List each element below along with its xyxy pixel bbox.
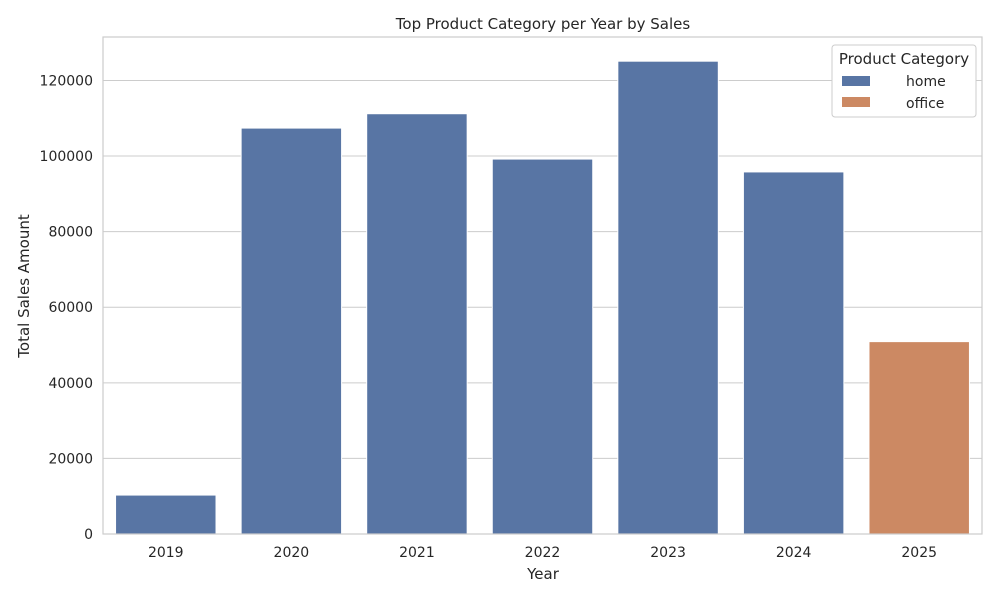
bar-2025	[868, 341, 970, 535]
x-tick-label: 2024	[776, 545, 812, 561]
y-tick-label: 20000	[48, 451, 93, 467]
bar-2024	[742, 171, 845, 535]
bar-2022	[491, 158, 594, 535]
legend-swatch-office	[842, 97, 870, 107]
plot-area	[102, 36, 983, 535]
y-tick-label: 100000	[40, 149, 93, 165]
y-axis-ticks: 0 20000 40000 60000 80000 100000 120000	[40, 73, 93, 543]
x-axis-label: Year	[526, 565, 560, 583]
bar-2019	[115, 494, 217, 535]
plot-frame	[102, 36, 983, 535]
legend-label-home: home	[906, 74, 946, 90]
bar-2023	[617, 60, 719, 535]
x-tick-label: 2025	[901, 545, 937, 561]
legend-swatch-home	[842, 76, 870, 86]
y-tick-label: 80000	[48, 225, 93, 241]
legend-title: Product Category	[839, 50, 969, 68]
x-tick-label: 2023	[650, 545, 686, 561]
y-tick-label: 120000	[40, 73, 93, 89]
chart-title: Top Product Category per Year by Sales	[395, 15, 691, 33]
bar-2021	[366, 113, 468, 535]
legend-label-office: office	[906, 96, 944, 112]
y-tick-label: 40000	[48, 376, 93, 392]
x-tick-label: 2020	[274, 545, 310, 561]
bar-2020	[240, 127, 343, 535]
x-axis-ticks: 2019 2020 2021 2022 2023 2024 2025	[148, 545, 937, 561]
x-tick-label: 2021	[399, 545, 435, 561]
y-tick-label: 60000	[48, 300, 93, 316]
legend: Product Category home office	[831, 44, 977, 118]
y-tick-label: 0	[84, 527, 93, 543]
x-tick-label: 2022	[525, 545, 561, 561]
y-axis-label: Total Sales Amount	[15, 214, 33, 359]
x-tick-label: 2019	[148, 545, 184, 561]
plot-border	[102, 36, 983, 535]
